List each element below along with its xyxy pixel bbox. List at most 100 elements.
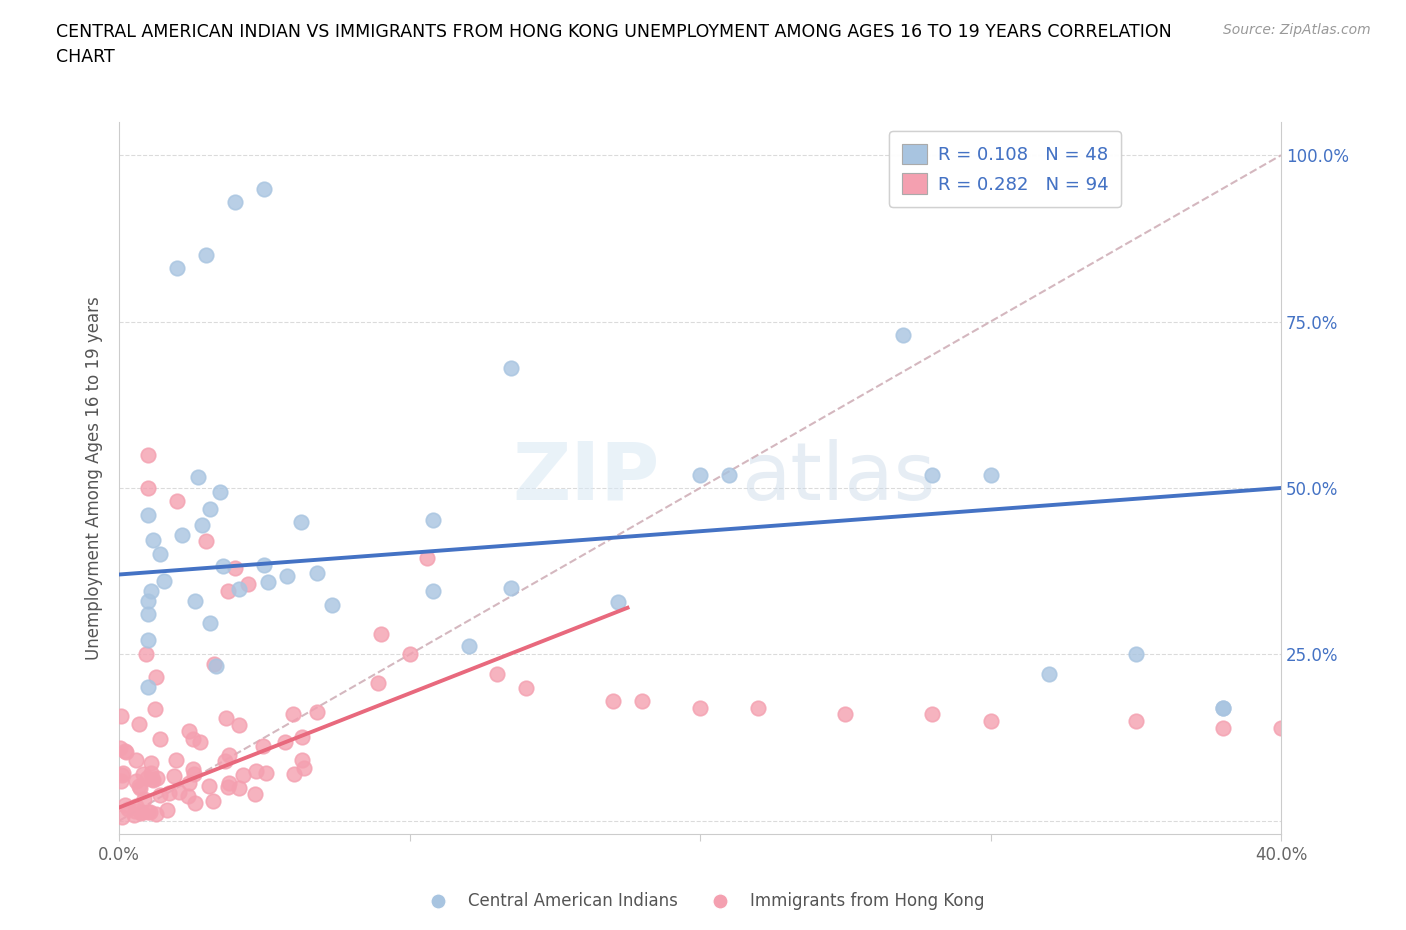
- Point: [485, 667, 508, 682]
- Point: [110, 773, 132, 788]
- Point: [197, 778, 219, 793]
- Point: [145, 670, 167, 684]
- Point: [1270, 720, 1292, 735]
- Point: [1125, 647, 1147, 662]
- Point: [136, 594, 159, 609]
- Point: [307, 565, 329, 580]
- Point: [305, 704, 328, 719]
- Point: [290, 515, 312, 530]
- Point: [136, 771, 159, 786]
- Point: [142, 533, 165, 548]
- Point: [367, 676, 389, 691]
- Point: [167, 785, 190, 800]
- Point: [980, 713, 1002, 728]
- Point: [921, 467, 943, 482]
- Point: [125, 798, 148, 813]
- Point: [1212, 700, 1234, 715]
- Point: [166, 261, 188, 276]
- Point: [214, 753, 236, 768]
- Text: CENTRAL AMERICAN INDIAN VS IMMIGRANTS FROM HONG KONG UNEMPLOYMENT AMONG AGES 16 : CENTRAL AMERICAN INDIAN VS IMMIGRANTS FR…: [56, 23, 1173, 66]
- Point: [243, 786, 266, 801]
- Point: [125, 773, 148, 788]
- Point: [131, 805, 153, 820]
- Point: [136, 805, 159, 820]
- Point: [134, 646, 156, 661]
- Point: [190, 735, 212, 750]
- Point: [128, 716, 150, 731]
- Point: [166, 494, 188, 509]
- Point: [980, 467, 1002, 482]
- Point: [253, 558, 276, 573]
- Point: [631, 694, 654, 709]
- Point: [149, 731, 172, 746]
- Point: [290, 752, 312, 767]
- Point: [422, 512, 444, 527]
- Point: [177, 776, 200, 790]
- Point: [129, 805, 152, 820]
- Point: [1212, 700, 1234, 715]
- Point: [136, 447, 159, 462]
- Point: [245, 764, 267, 778]
- Point: [149, 547, 172, 562]
- Point: [215, 711, 238, 725]
- Point: [112, 766, 135, 781]
- Point: [184, 795, 207, 810]
- Point: [834, 707, 856, 722]
- Point: [198, 501, 221, 516]
- Point: [257, 575, 280, 590]
- Point: [398, 647, 420, 662]
- Y-axis label: Unemployment Among Ages 16 to 19 years: Unemployment Among Ages 16 to 19 years: [86, 296, 103, 660]
- Point: [139, 765, 162, 780]
- Point: [177, 789, 200, 804]
- Point: [274, 735, 297, 750]
- Point: [111, 809, 134, 824]
- Point: [149, 788, 172, 803]
- Point: [218, 748, 240, 763]
- Point: [228, 582, 250, 597]
- Point: [232, 767, 254, 782]
- Point: [893, 327, 915, 342]
- Point: [136, 607, 159, 622]
- Point: [163, 768, 186, 783]
- Point: [139, 804, 162, 819]
- Point: [224, 194, 246, 209]
- Point: [253, 181, 276, 196]
- Point: [224, 561, 246, 576]
- Point: [141, 771, 163, 786]
- Point: [607, 595, 630, 610]
- Text: ZIP: ZIP: [512, 439, 659, 517]
- Point: [114, 744, 136, 759]
- Text: atlas: atlas: [741, 439, 935, 517]
- Point: [124, 753, 146, 768]
- Point: [142, 772, 165, 787]
- Point: [170, 527, 193, 542]
- Point: [217, 583, 239, 598]
- Point: [689, 700, 711, 715]
- Point: [689, 467, 711, 482]
- Point: [458, 638, 481, 653]
- Point: [132, 791, 155, 806]
- Point: [218, 776, 240, 790]
- Point: [202, 657, 225, 671]
- Point: [157, 786, 180, 801]
- Point: [217, 780, 239, 795]
- Point: [136, 508, 159, 523]
- Point: [115, 745, 138, 760]
- Point: [128, 779, 150, 794]
- Point: [152, 573, 174, 588]
- Point: [209, 485, 232, 500]
- Point: [718, 467, 741, 482]
- Point: [1125, 713, 1147, 728]
- Point: [292, 761, 315, 776]
- Point: [283, 767, 305, 782]
- Point: [131, 767, 153, 782]
- Point: [602, 694, 624, 709]
- Legend: R = 0.108   N = 48, R = 0.282   N = 94: R = 0.108 N = 48, R = 0.282 N = 94: [889, 131, 1121, 207]
- Point: [201, 793, 224, 808]
- Point: [422, 583, 444, 598]
- Point: [501, 361, 523, 376]
- Point: [254, 766, 277, 781]
- Point: [921, 707, 943, 722]
- Point: [181, 732, 204, 747]
- Point: [416, 551, 439, 565]
